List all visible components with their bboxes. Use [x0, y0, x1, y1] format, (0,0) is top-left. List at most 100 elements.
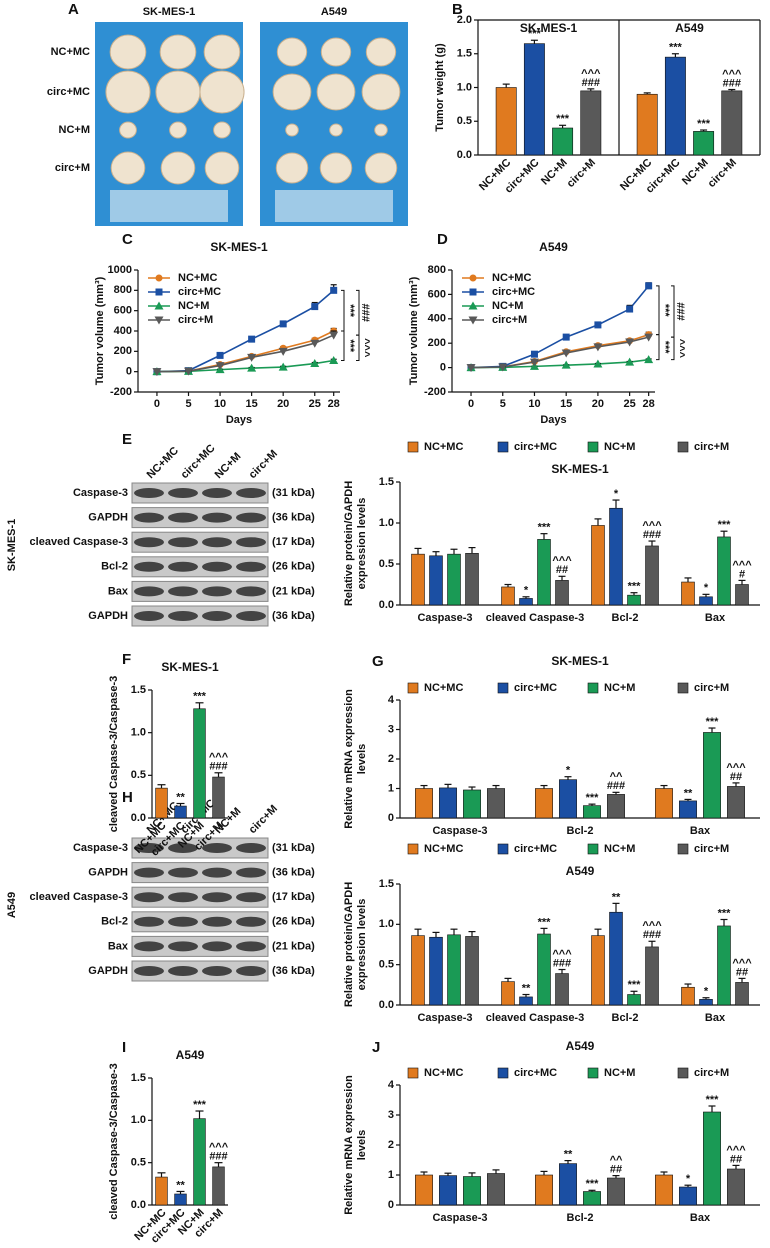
legend-label: NC+MC: [178, 272, 217, 284]
bracket: [671, 336, 675, 361]
point: [561, 349, 571, 358]
y-tick-label: 1.5: [457, 48, 472, 60]
band: [202, 892, 232, 903]
band: [134, 586, 164, 597]
blot-strip: [131, 886, 269, 908]
band: [168, 966, 198, 976]
legend-marker: [155, 274, 163, 282]
group-title: SK-MES-1: [520, 21, 578, 35]
y-tick-label: 1.5: [131, 1072, 146, 1084]
y-tick-label: 0.0: [379, 599, 394, 611]
legend-label: NC+M: [604, 1067, 635, 1079]
legend-swatch: [497, 843, 509, 855]
significance: ###: [582, 77, 600, 89]
size-label: (36 kDa): [272, 867, 315, 879]
size-label: (17 kDa): [272, 891, 315, 903]
bar: [519, 598, 533, 606]
point: [466, 364, 476, 373]
panel-letter: I: [122, 1039, 126, 1056]
y-tick-label: 200: [114, 345, 132, 357]
point: [247, 363, 257, 372]
band: [134, 561, 164, 572]
bar: [439, 1175, 457, 1206]
band: [236, 586, 266, 597]
significance: ##: [730, 1153, 742, 1165]
bar: [535, 788, 553, 819]
tumor: [155, 70, 201, 114]
significance: ##: [736, 966, 748, 978]
significance: *: [524, 585, 529, 597]
row-label: Bax: [108, 585, 129, 597]
legend-label: circ+MC: [178, 286, 221, 298]
bar: [523, 43, 545, 156]
significance: **: [176, 1179, 185, 1191]
x-tick-label: 5: [500, 398, 506, 410]
legend-label: circ+M: [694, 1067, 729, 1079]
size-label: (26 kDa): [272, 561, 315, 573]
legend-label: circ+MC: [514, 441, 557, 453]
y-tick-label: 1.5: [131, 684, 146, 696]
y-tick-label: 1.5: [379, 476, 394, 488]
bar: [465, 553, 479, 606]
tumor: [109, 34, 147, 70]
significance: **: [176, 791, 185, 803]
x-tick-label: 15: [246, 398, 258, 410]
legend-label: NC+MC: [424, 843, 463, 855]
point: [593, 343, 603, 352]
band: [202, 916, 232, 927]
significance: ***: [193, 691, 207, 703]
legend-swatch: [677, 843, 689, 855]
point: [330, 286, 338, 294]
row-label: cleaved Caspase-3: [30, 891, 128, 903]
point: [625, 357, 635, 366]
legend-label: circ+M: [694, 441, 729, 453]
bar: [463, 789, 481, 819]
significance: ##: [556, 564, 568, 576]
y-tick-label: 3: [388, 1109, 394, 1121]
significance: ***: [628, 581, 642, 593]
significance: ***: [718, 519, 732, 531]
band: [134, 916, 164, 927]
significance: ^^^: [581, 68, 601, 80]
tumor: [364, 152, 398, 184]
y-axis-label: cleaved Caspase-3/Caspase-3: [108, 676, 120, 833]
significance: ***: [706, 1094, 720, 1106]
significance: ^^^: [726, 1144, 746, 1156]
tumor: [203, 34, 241, 70]
blot-strip: [131, 862, 269, 884]
comparison-label: ***: [659, 341, 671, 355]
significance: ***: [628, 979, 642, 991]
size-label: (17 kDa): [272, 536, 315, 548]
band: [236, 488, 266, 498]
band: [134, 512, 164, 523]
significance: *: [686, 1173, 691, 1185]
band: [236, 843, 266, 853]
significance: ###: [643, 929, 661, 941]
significance: ^^^: [552, 948, 572, 960]
bar: [519, 996, 533, 1006]
band: [168, 941, 198, 952]
lane-label: NC+M: [213, 450, 244, 481]
legend-swatch: [407, 1067, 419, 1079]
legend-marker: [154, 316, 164, 325]
bar: [495, 87, 517, 156]
y-tick-label: 0.5: [457, 115, 472, 127]
y-tick-label: 600: [428, 288, 446, 300]
tumor: [319, 152, 353, 184]
band: [168, 488, 198, 498]
y-axis-label: cleaved Caspase-3/Caspase-3: [108, 1063, 120, 1220]
tumor: [320, 37, 352, 67]
size-label: (31 kDa): [272, 842, 315, 854]
panel-letter: F: [122, 651, 131, 668]
bar: [699, 596, 713, 606]
comparison-label: ***: [344, 339, 356, 353]
panel-letter: A: [68, 1, 79, 18]
bar: [655, 1174, 673, 1206]
row-label: Caspase-3: [73, 487, 128, 499]
significance: ^^^: [732, 559, 752, 571]
line: [156, 334, 335, 373]
bar: [664, 56, 686, 156]
band: [168, 916, 198, 927]
x-tick-label: Bcl-2: [567, 825, 594, 837]
comparison-label: ^^^: [359, 338, 371, 358]
